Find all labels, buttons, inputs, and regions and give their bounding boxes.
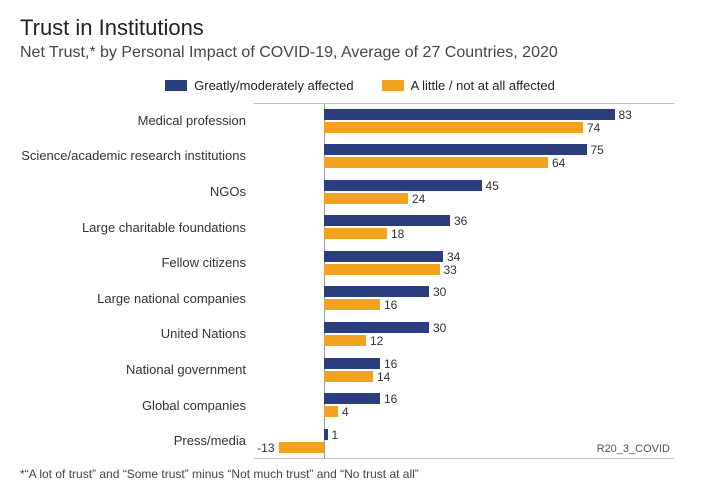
bar-group: 3016 (254, 280, 674, 316)
bar-value-a: 30 (433, 321, 446, 335)
chart-footnote: *“A lot of trust” and “Some trust” minus… (20, 467, 700, 481)
bar-b: 74 (324, 122, 583, 133)
bar-b: 12 (324, 335, 366, 346)
bar-value-a: 34 (447, 250, 460, 264)
chart-row: Large charitable foundations3618 (20, 209, 674, 245)
bar-b: 16 (324, 299, 380, 310)
bar-b: 64 (324, 157, 548, 168)
bar-a: 75 (324, 144, 587, 155)
category-label: Science/academic research institutions (20, 148, 254, 163)
bar-value-b: 33 (444, 263, 457, 277)
bar-group: 164 (254, 387, 674, 423)
bar-group: 1 -13 (254, 423, 674, 459)
bar-group: 3012 (254, 316, 674, 352)
chart-row: Medical profession8374 (20, 103, 674, 139)
bar-chart: R20_3_COVID Medical profession8374Scienc… (20, 103, 700, 459)
bar-value-a: 16 (384, 357, 397, 371)
bar-b: 24 (324, 193, 408, 204)
page-subtitle: Net Trust,* by Personal Impact of COVID-… (20, 44, 700, 62)
category-label: Large charitable foundations (20, 220, 254, 235)
category-label: NGOs (20, 184, 254, 199)
category-label: Global companies (20, 398, 254, 413)
bar-b: -13 (279, 442, 325, 453)
bar-a: 83 (324, 109, 615, 120)
chart-row: National government1614 (20, 352, 674, 388)
bar-a: 30 (324, 322, 429, 333)
category-label: United Nations (20, 326, 254, 341)
category-label: Large national companies (20, 291, 254, 306)
bar-a: 16 (324, 393, 380, 404)
bar-value-b: 24 (412, 192, 425, 206)
bar-value-a: 45 (486, 179, 499, 193)
bar-value-a: 36 (454, 214, 467, 228)
bar-group: 1614 (254, 352, 674, 388)
bar-b: 18 (324, 228, 387, 239)
legend-label-b: A little / not at all affected (411, 78, 555, 93)
chart-row: Large national companies3016 (20, 280, 674, 316)
page-title: Trust in Institutions (20, 14, 700, 42)
bar-a: 1 (324, 429, 328, 440)
category-label: Press/media (20, 433, 254, 448)
bar-value-a: 83 (619, 108, 632, 122)
bar-value-b: 18 (391, 227, 404, 241)
legend-item-a: Greatly/moderately affected (165, 78, 353, 93)
bar-a: 36 (324, 215, 450, 226)
bar-group: 4524 (254, 174, 674, 210)
bar-value-a: 30 (433, 285, 446, 299)
bar-value-b: 16 (384, 298, 397, 312)
chart-row: Global companies164 (20, 387, 674, 423)
bar-value-b: 64 (552, 156, 565, 170)
bar-a: 45 (324, 180, 482, 191)
bar-a: 30 (324, 286, 429, 297)
bar-value-b: 4 (342, 405, 349, 419)
chart-row: Science/academic research institutions75… (20, 138, 674, 174)
category-label: Fellow citizens (20, 255, 254, 270)
bar-b: 4 (324, 406, 338, 417)
bar-value-b: 14 (377, 370, 390, 384)
category-label: Medical profession (20, 113, 254, 128)
legend-label-a: Greatly/moderately affected (194, 78, 353, 93)
bar-value-b: -13 (257, 441, 274, 455)
legend-swatch-a (165, 80, 187, 91)
bar-group: 8374 (254, 103, 674, 139)
bar-value-a: 1 (332, 428, 339, 442)
legend-swatch-b (382, 80, 404, 91)
chart-row: NGOs4524 (20, 174, 674, 210)
bar-value-b: 74 (587, 121, 600, 135)
chart-row: Fellow citizens3433 (20, 245, 674, 281)
bar-b: 14 (324, 371, 373, 382)
bar-group: 7564 (254, 138, 674, 174)
bar-value-a: 16 (384, 392, 397, 406)
bar-group: 3618 (254, 209, 674, 245)
category-label: National government (20, 362, 254, 377)
bar-a: 34 (324, 251, 443, 262)
bar-group: 3433 (254, 245, 674, 281)
chart-row: Press/media 1 -13 (20, 423, 674, 459)
bar-b: 33 (324, 264, 440, 275)
legend-item-b: A little / not at all affected (382, 78, 555, 93)
chart-legend: Greatly/moderately affected A little / n… (20, 78, 700, 93)
bar-a: 16 (324, 358, 380, 369)
chart-row: United Nations3012 (20, 316, 674, 352)
bar-value-b: 12 (370, 334, 383, 348)
bar-value-a: 75 (591, 143, 604, 157)
